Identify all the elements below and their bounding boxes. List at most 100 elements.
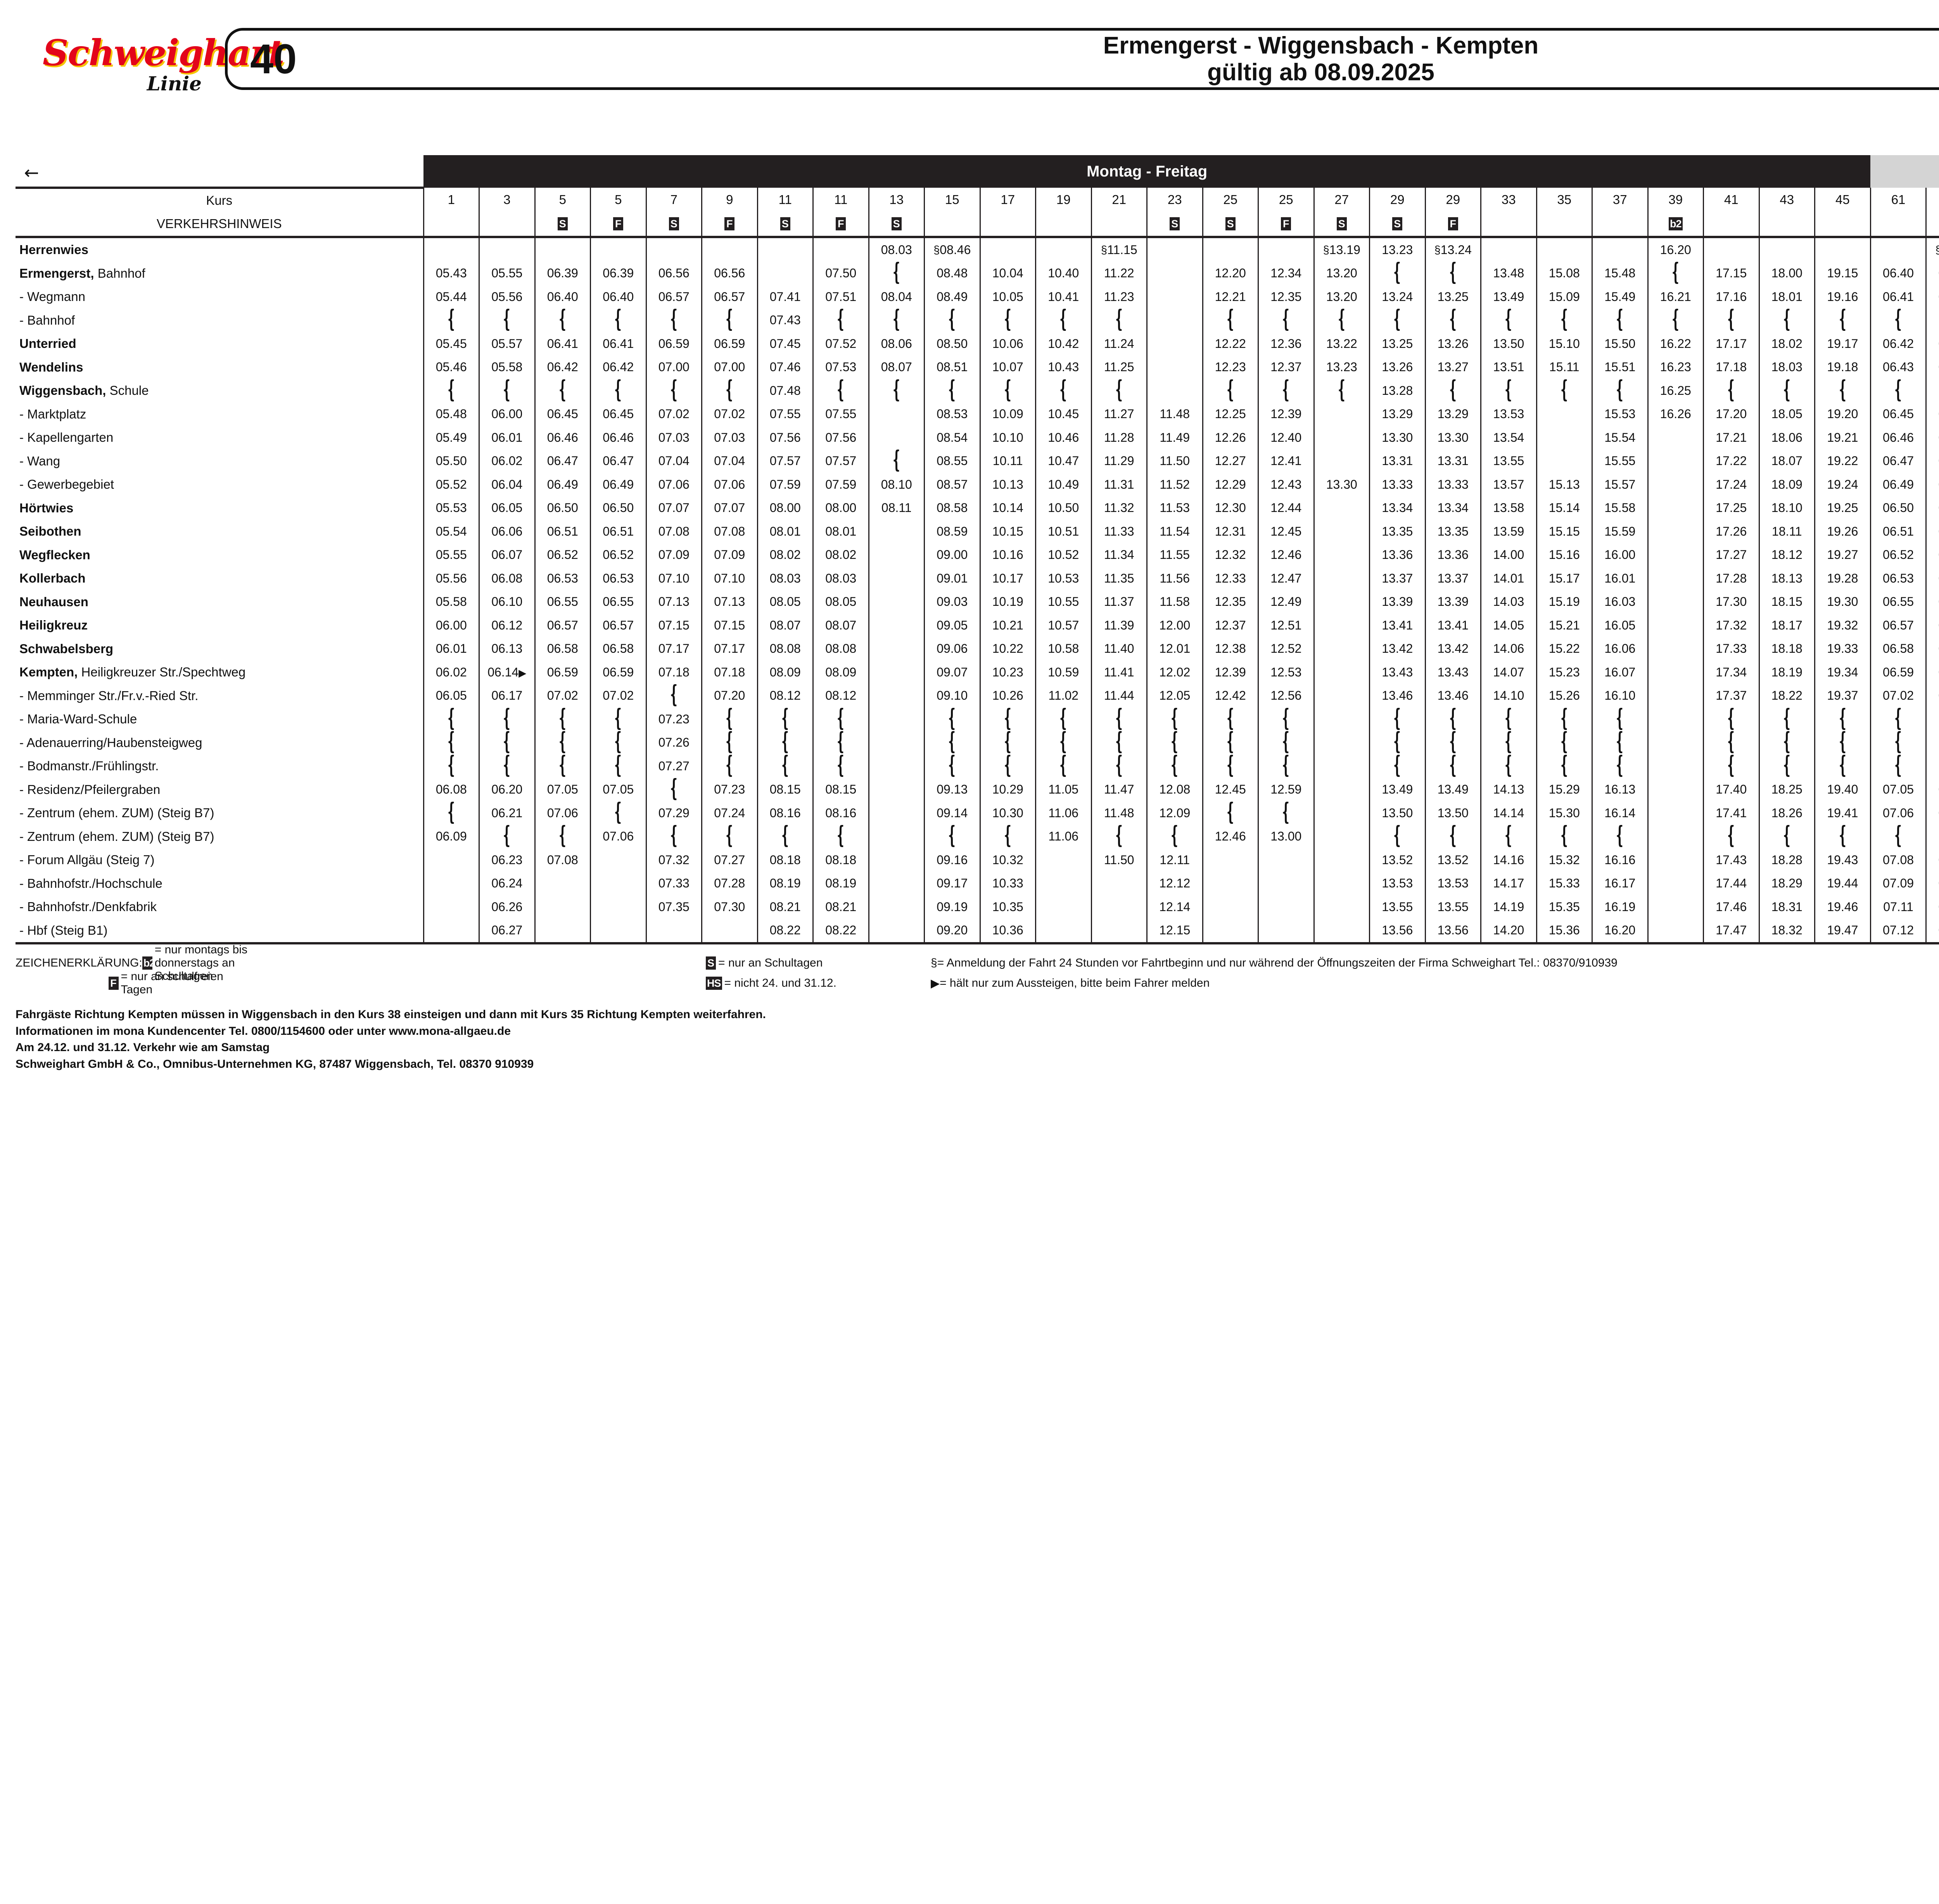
- kurs-number[interactable]: 11: [757, 188, 813, 212]
- kurs-number[interactable]: 41: [1703, 188, 1759, 212]
- departure-time-cell: ❴: [590, 730, 646, 754]
- back-arrow-icon[interactable]: ←: [24, 162, 39, 183]
- no-stop-marker-icon: ❴: [724, 728, 734, 756]
- kurs-number[interactable]: 27: [1313, 188, 1370, 212]
- kurs-number[interactable]: 21: [1090, 188, 1147, 212]
- departure-time-cell: [1647, 825, 1704, 848]
- no-stop-marker-icon: ❴: [1114, 751, 1124, 779]
- departure-time-cell: ❴: [924, 823, 980, 848]
- kurs-number[interactable]: 25: [1258, 188, 1314, 212]
- departure-time-cell: 12.46: [1202, 825, 1258, 848]
- departure-time-cell: 18.10: [1758, 496, 1815, 520]
- departure-time-cell: 15.11: [1536, 355, 1592, 379]
- timetable-wrapper: ←Montag - FreitagSamstagSonn-/FeiertagKu…: [0, 155, 1939, 944]
- departure-time-cell: ❴: [423, 307, 479, 332]
- kurs-number[interactable]: 5: [534, 188, 591, 212]
- stop-name-main: Wegflecken: [19, 547, 90, 562]
- kurs-number[interactable]: 11: [812, 188, 869, 212]
- kurs-number[interactable]: 3: [479, 188, 535, 212]
- departure-time-cell: ❴: [757, 706, 813, 731]
- departure-time-cell: ❴: [1202, 307, 1258, 332]
- table-row: - Residenz/Pfeilergraben 06.08 06.20 07.05 0…: [16, 776, 1939, 801]
- kurs-number[interactable]: 7: [645, 188, 702, 212]
- departure-time-cell: ❴: [534, 823, 591, 848]
- departure-time-cell: 14.05: [1480, 614, 1536, 637]
- departure-time-cell: 06.26: [479, 895, 535, 919]
- departure-time-cell: [1146, 379, 1203, 403]
- kurs-number[interactable]: 61: [1870, 188, 1926, 212]
- departure-time-cell: [1647, 731, 1704, 754]
- hinweis-badge: S: [780, 217, 790, 231]
- kurs-number[interactable]: 15: [924, 188, 980, 212]
- no-stop-marker-icon: ❴: [1837, 821, 1847, 849]
- kurs-number[interactable]: 13: [868, 188, 925, 212]
- departure-time-cell: [1313, 848, 1370, 872]
- departure-time-cell: 08.11: [868, 496, 925, 520]
- departure-time-cell: 10.29: [979, 778, 1036, 801]
- kurs-number[interactable]: 1: [423, 188, 479, 212]
- departure-time-cell: [1313, 707, 1370, 731]
- departure-time-cell: 06.09: [423, 825, 479, 848]
- kurs-number[interactable]: 29: [1369, 188, 1425, 212]
- no-stop-marker-icon: ❴: [836, 751, 846, 779]
- hinweis-badge: S: [1392, 217, 1403, 231]
- departure-time-cell: ❴: [812, 730, 869, 754]
- departure-time-cell: [868, 778, 925, 801]
- departure-time-cell: ❴: [1925, 825, 1939, 848]
- kurs-number[interactable]: 5: [590, 188, 646, 212]
- departure-time-cell: 11.55: [1146, 543, 1203, 567]
- no-stop-marker-icon: ❴: [558, 305, 568, 333]
- departure-time-cell: ❴: [757, 823, 813, 848]
- kurs-number[interactable]: 35: [1536, 188, 1592, 212]
- departure-time-cell: 13.35: [1424, 520, 1481, 543]
- departure-time-cell: 12.14: [1146, 895, 1203, 919]
- kurs-number[interactable]: 39: [1647, 188, 1704, 212]
- departure-time-cell: 14.13: [1480, 778, 1536, 801]
- kurs-number[interactable]: 43: [1758, 188, 1815, 212]
- table-row: - Forum Allgäu (Steig 7) 06.23 07.08 07.32 0…: [16, 848, 1939, 872]
- departure-time-cell: [1536, 238, 1592, 262]
- departure-time-cell: ❴: [534, 305, 591, 333]
- departure-time-cell: ❴: [1592, 378, 1648, 403]
- departure-time-cell: 12.32: [1202, 543, 1258, 567]
- departure-time-cell: 06.01: [479, 426, 535, 450]
- kurs-number[interactable]: 23: [1146, 188, 1203, 212]
- kurs-number[interactable]: 19: [1035, 188, 1091, 212]
- departure-time-cell: ❴: [924, 753, 980, 778]
- no-stop-marker-icon: ❴: [1504, 305, 1514, 333]
- no-stop-marker-icon: ❴: [1504, 821, 1514, 849]
- departure-time-cell: 11.39: [1090, 614, 1147, 637]
- departure-time-cell: [1258, 848, 1314, 872]
- departure-time-cell: 07.55: [812, 402, 869, 426]
- departure-time-cell: 06.41: [534, 332, 591, 356]
- departure-time-cell: 06.58: [534, 637, 591, 661]
- kurs-number[interactable]: 33: [1480, 188, 1536, 212]
- departure-time-cell: [1313, 496, 1370, 520]
- departure-time-cell: 06.46: [534, 426, 591, 450]
- kurs-number[interactable]: 37: [1592, 188, 1648, 212]
- kurs-number[interactable]: 63: [1925, 188, 1939, 212]
- kurs-number[interactable]: 29: [1424, 188, 1481, 212]
- departure-time-cell: 13.53: [1369, 872, 1425, 895]
- departure-time-cell: 11.24: [1090, 332, 1147, 356]
- kurs-number[interactable]: 9: [701, 188, 757, 212]
- departure-time-cell: 13.39: [1369, 590, 1425, 614]
- departure-time-cell: 13.50: [1424, 801, 1481, 825]
- kurs-number[interactable]: 25: [1202, 188, 1258, 212]
- departure-time-cell: 09.01: [924, 567, 980, 590]
- departure-time-cell: [1146, 332, 1203, 356]
- hinweis-cell: S: [1369, 212, 1425, 236]
- header-rule: [16, 236, 1939, 238]
- departure-time-cell: 06.41: [1870, 285, 1926, 309]
- back-arrow-cell[interactable]: ←: [16, 155, 423, 189]
- departure-time-cell: 08.01: [812, 520, 869, 543]
- departure-time-cell: 12.25: [1202, 402, 1258, 426]
- kurs-number[interactable]: 45: [1814, 188, 1871, 212]
- no-stop-marker-icon: ❴: [1671, 258, 1681, 286]
- kurs-number[interactable]: 17: [979, 188, 1036, 212]
- stop-name-main: - Wang: [19, 453, 60, 468]
- departure-time-cell: 07.09: [1870, 872, 1926, 895]
- route-title-box: 40 Ermengerst - Wiggensbach - Kempten gü…: [225, 28, 1939, 90]
- departure-time-cell: 06.45: [534, 402, 591, 426]
- hinweis-cell: [423, 212, 479, 236]
